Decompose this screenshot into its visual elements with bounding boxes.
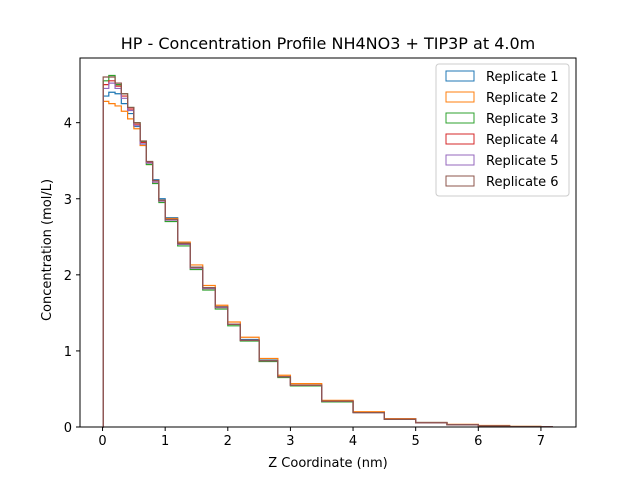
legend-label-6: Replicate 6	[486, 175, 559, 190]
legend-label-2: Replicate 2	[486, 91, 559, 106]
x-tick-label: 0	[98, 434, 106, 449]
ticks-layer: 0 1 2 3 4 5 6 7 0 1 2 3 4	[64, 117, 545, 449]
x-tick-label: 2	[224, 434, 232, 449]
x-tick-label: 4	[349, 434, 357, 449]
x-tick-label: 3	[286, 434, 294, 449]
chart-title: HP - Concentration Profile NH4NO3 + TIP3…	[121, 34, 535, 53]
legend-label-3: Replicate 3	[486, 112, 559, 127]
y-tick-label: 0	[64, 421, 72, 436]
y-tick-label: 2	[64, 269, 72, 284]
legend-label-4: Replicate 4	[486, 133, 559, 148]
x-axis-label: Z Coordinate (nm)	[268, 456, 387, 471]
legend-swatch-4	[445, 133, 475, 145]
legend-swatch-1	[445, 70, 475, 82]
legend-frame	[435, 63, 570, 197]
legend-swatch-2	[445, 91, 475, 103]
series-layer	[102, 74, 553, 428]
y-tick-label: 4	[64, 117, 72, 132]
legend-swatch-5	[445, 154, 475, 166]
x-tick-label: 1	[161, 434, 169, 449]
series-line-6	[102, 76, 553, 428]
legend-label-1: Replicate 1	[486, 70, 559, 85]
y-axis-label: Concentration (mol/L)	[40, 179, 55, 321]
x-tick-label: 6	[474, 434, 482, 449]
plot-frame	[79, 57, 577, 428]
x-tick-label: 5	[412, 434, 420, 449]
y-tick-label: 1	[64, 345, 72, 360]
y-tick-label: 3	[64, 193, 72, 208]
legend-swatch-6	[445, 175, 475, 187]
legend: Replicate 1 Replicate 2 Replicate 3 Replica…	[435, 63, 570, 197]
x-tick-label: 7	[537, 434, 545, 449]
legend-swatch-3	[445, 112, 475, 124]
legend-label-5: Replicate 5	[486, 154, 559, 169]
